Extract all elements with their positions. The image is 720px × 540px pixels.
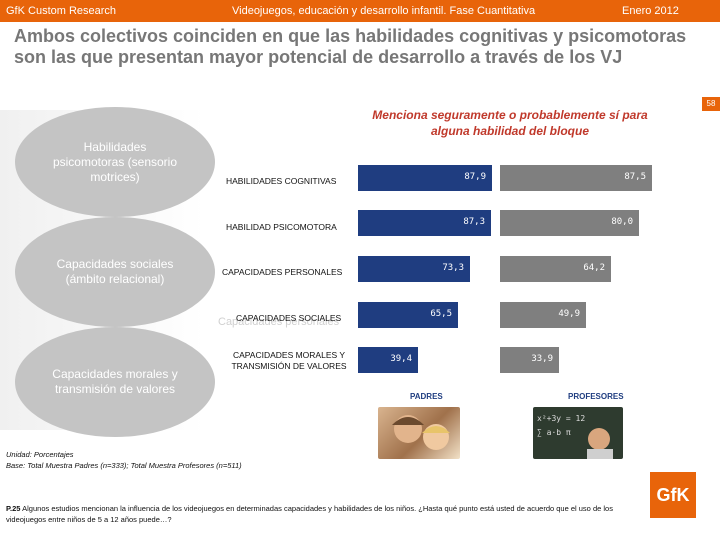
bar-parents-1: 87,9 (358, 165, 492, 191)
photo-teacher-blackboard: x²+3y = 12 ∑ a·b π (533, 407, 623, 459)
ghost-label: Capacidades personales (218, 316, 340, 328)
bar-parents-4: 65,5 (358, 302, 458, 328)
group-social-label: Capacidades sociales (ámbito relacional) (56, 257, 174, 286)
bar-value-label: 80,0 (611, 217, 633, 227)
category-label: HABILIDAD PSICOMOTORA (226, 222, 337, 232)
gfk-logo: GfK (650, 472, 696, 518)
report-date: Enero 2012 (622, 5, 679, 17)
bar-teachers-5: 33,9 (500, 347, 559, 373)
question-text: P.25 Algunos estudios mencionan la influ… (6, 503, 636, 525)
bar-value-label: 65,5 (430, 309, 452, 319)
group-moral: Capacidades morales y transmisión de val… (15, 327, 215, 437)
bar-parents-2: 87,3 (358, 210, 491, 236)
svg-text:∑ a·b π: ∑ a·b π (537, 428, 571, 437)
bar-teachers-1: 87,5 (500, 165, 652, 191)
company-name: GfK Custom Research (6, 5, 117, 17)
group-psychomotor-label: Habilidades psicomotoras (sensorio motri… (52, 139, 178, 184)
chart-subtitle: Menciona seguramente o probablemente sí … (372, 108, 648, 138)
bar-parents-3: 73,3 (358, 256, 470, 282)
bar-value-label: 64,2 (583, 263, 605, 273)
category-label: CAPACIDADES PERSONALES (222, 267, 343, 277)
bar-value-label: 49,9 (558, 309, 580, 319)
header-bar: GfK Custom Research Videojuegos, educaci… (0, 0, 720, 22)
bar-value-label: 87,9 (464, 172, 486, 182)
page-number: 58 (702, 97, 720, 111)
bar-teachers-3: 64,2 (500, 256, 611, 282)
bar-value-label: 33,9 (531, 354, 553, 364)
footnote-base: Base: Total Muestra Padres (n=333); Tota… (6, 461, 242, 470)
bar-teachers-4: 49,9 (500, 302, 586, 328)
bar-teachers-2: 80,0 (500, 210, 639, 236)
category-label: CAPACIDADES SOCIALES (236, 313, 342, 323)
bar-value-label: 87,3 (463, 217, 485, 227)
series-label-teachers: PROFESORES (568, 392, 624, 401)
series-label-parents: PADRES (410, 392, 443, 401)
group-social: Capacidades sociales (ámbito relacional) (15, 217, 215, 327)
svg-text:x²+3y = 12: x²+3y = 12 (537, 414, 585, 423)
photo-parent-child (378, 407, 460, 459)
bar-value-label: 73,3 (442, 263, 464, 273)
teacher-illustration: x²+3y = 12 ∑ a·b π (537, 414, 613, 459)
footnote: Unidad: Porcentajes Base: Total Muestra … (6, 449, 242, 471)
group-moral-label: Capacidades morales y transmisión de val… (52, 367, 178, 396)
bar-value-label: 39,4 (390, 354, 412, 364)
footnote-unit: Unidad: Porcentajes (6, 450, 74, 459)
slide-title: Ambos colectivos coinciden en que las ha… (14, 26, 687, 67)
category-label: HABILIDADES COGNITIVAS (226, 176, 337, 186)
question-code: P.25 (6, 504, 21, 513)
question-body: Algunos estudios mencionan la influencia… (6, 504, 613, 524)
group-psychomotor: Habilidades psicomotoras (sensorio motri… (15, 107, 215, 217)
parent-child-illustration (392, 415, 450, 450)
bar-value-label: 87,5 (624, 172, 646, 182)
category-label: CAPACIDADES MORALES Y TRANSMISIÓN DE VAL… (231, 350, 347, 371)
study-name: Videojuegos, educación y desarrollo infa… (232, 5, 536, 17)
bar-parents-5: 39,4 (358, 347, 418, 373)
